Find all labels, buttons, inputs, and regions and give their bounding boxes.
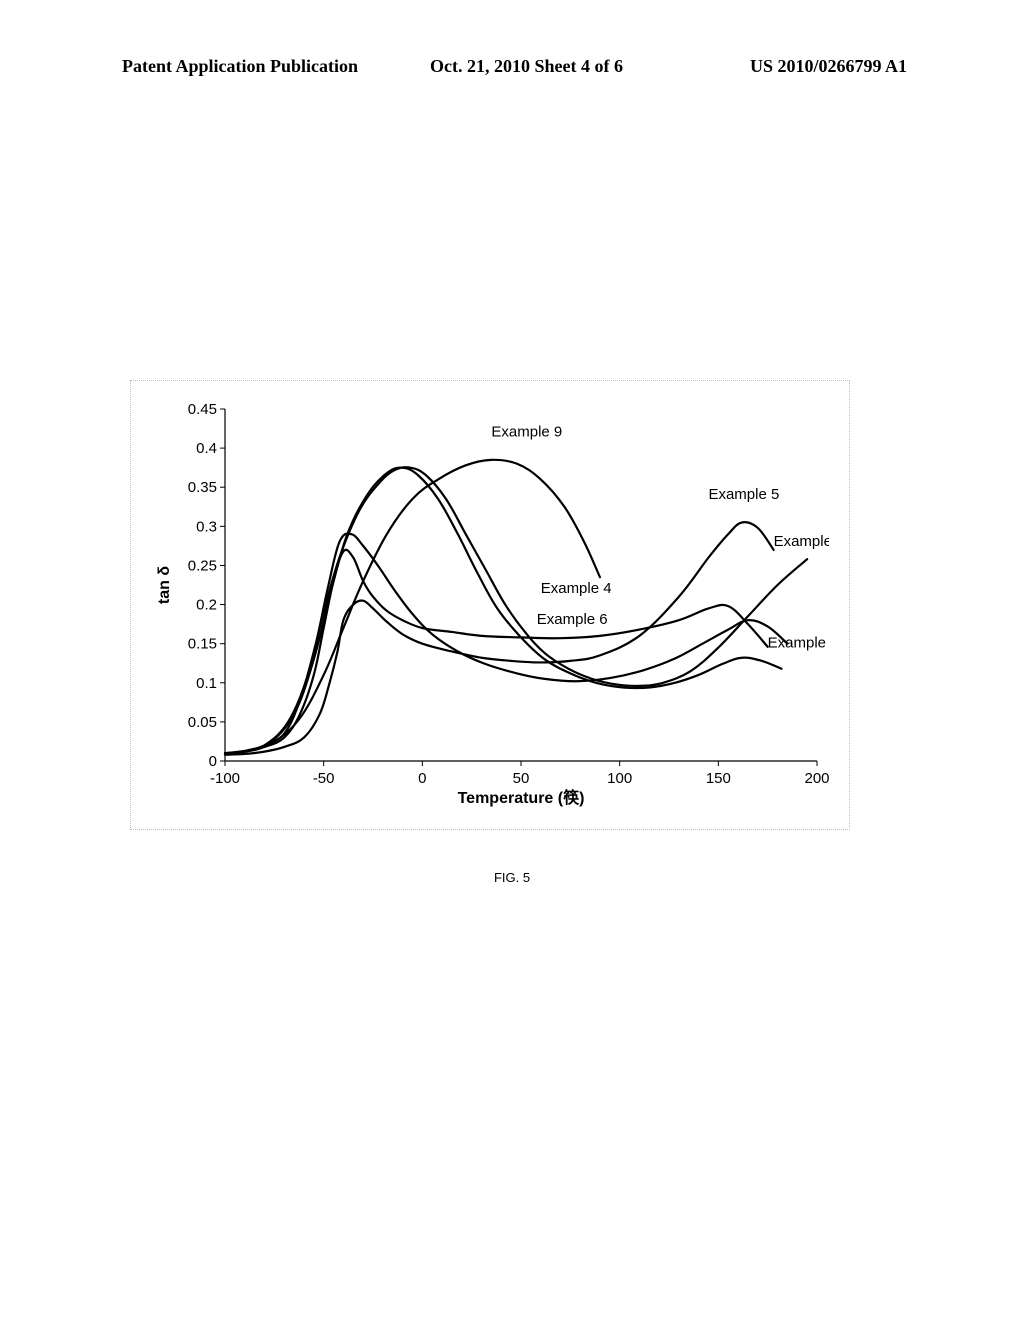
plot-area: 0 0.05 0.1 0.15 0.2 0.25 0.3 0.35 0.4 0.45 -100 -50… bbox=[153, 399, 827, 807]
series-label: Example 4 bbox=[541, 580, 612, 597]
svg-text:50: 50 bbox=[513, 770, 530, 787]
header-center: Oct. 21, 2010 Sheet 4 of 6 bbox=[430, 56, 623, 77]
svg-text:0.4: 0.4 bbox=[196, 440, 217, 457]
header-right: US 2010/0266799 A1 bbox=[750, 56, 907, 77]
x-axis-label: Temperature (筷) bbox=[458, 788, 585, 807]
series-label: Example 8 bbox=[768, 635, 829, 652]
svg-text:0.2: 0.2 bbox=[196, 597, 217, 614]
line-chart: 0 0.05 0.1 0.15 0.2 0.25 0.3 0.35 0.4 0.45 -100 -50… bbox=[153, 399, 829, 809]
svg-text:150: 150 bbox=[706, 770, 731, 787]
svg-text:0: 0 bbox=[418, 770, 426, 787]
svg-text:0.15: 0.15 bbox=[188, 636, 217, 653]
series-label: Example 9 bbox=[491, 423, 562, 440]
svg-text:0.05: 0.05 bbox=[188, 714, 217, 731]
svg-text:0: 0 bbox=[209, 753, 217, 770]
svg-text:200: 200 bbox=[804, 770, 829, 787]
series-line bbox=[225, 550, 768, 753]
series-line bbox=[225, 522, 774, 755]
y-axis-label: tan δ bbox=[156, 566, 173, 604]
svg-text:0.45: 0.45 bbox=[188, 401, 217, 418]
series-line bbox=[225, 460, 600, 753]
chart-frame: 0 0.05 0.1 0.15 0.2 0.25 0.3 0.35 0.4 0.45 -100 -50… bbox=[130, 380, 850, 830]
svg-text:100: 100 bbox=[607, 770, 632, 787]
header-left: Patent Application Publication bbox=[122, 56, 358, 77]
svg-text:0.35: 0.35 bbox=[188, 479, 217, 496]
series-label: Example 5 bbox=[708, 486, 779, 503]
figure-caption: FIG. 5 bbox=[0, 870, 1024, 885]
series-label: Example 6 bbox=[537, 611, 608, 628]
series-label: Example 7 bbox=[774, 533, 829, 550]
svg-text:0.3: 0.3 bbox=[196, 518, 217, 535]
svg-text:0.1: 0.1 bbox=[196, 675, 217, 692]
svg-text:-100: -100 bbox=[210, 770, 240, 787]
svg-text:0.25: 0.25 bbox=[188, 557, 217, 574]
series-line bbox=[225, 468, 781, 754]
svg-text:-50: -50 bbox=[313, 770, 335, 787]
series-line bbox=[225, 467, 807, 753]
